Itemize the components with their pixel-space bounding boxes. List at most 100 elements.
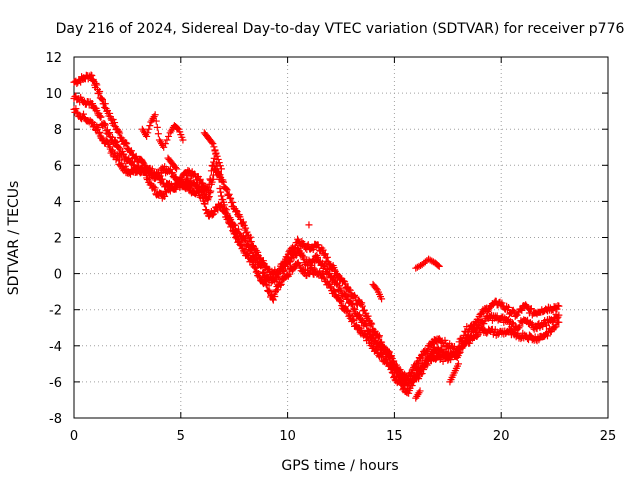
data-point (179, 136, 187, 144)
data-point (243, 228, 251, 236)
data-point (106, 129, 114, 137)
data-point (220, 178, 228, 186)
y-tick-label: 6 (54, 159, 62, 174)
data-point (262, 277, 270, 285)
data-point (96, 112, 104, 120)
data-point (196, 175, 204, 183)
data-point (555, 311, 563, 319)
data-point (415, 262, 423, 270)
data-point (348, 300, 356, 308)
data-point (173, 165, 181, 173)
data-point (127, 147, 135, 155)
data-point (98, 95, 106, 103)
data-point (94, 123, 102, 131)
axes (73, 56, 609, 419)
data-point (101, 121, 109, 129)
data-point (325, 260, 333, 268)
grid (74, 57, 608, 418)
data-point (125, 169, 133, 177)
data-point (234, 225, 242, 233)
data-point (209, 140, 217, 148)
data-point (400, 382, 408, 390)
tick-labels: 0 5 10 15 20 25 -8 -6 -4 -2 0 2 4 6 8 10 12 (45, 51, 616, 444)
data-point (212, 149, 220, 157)
data-point (193, 187, 201, 195)
data-point (286, 270, 294, 278)
data-point (153, 123, 161, 131)
data-point (252, 264, 260, 272)
data-point (89, 100, 97, 108)
data-point (239, 218, 247, 226)
data-point (93, 122, 101, 130)
data-point (375, 333, 383, 341)
data-point (245, 234, 253, 242)
data-point (96, 128, 104, 136)
data-point (337, 285, 345, 293)
data-point (259, 268, 267, 276)
data-point (269, 296, 277, 304)
data-point (161, 163, 169, 171)
data-point (555, 318, 563, 326)
data-point (207, 176, 215, 184)
data-point (372, 284, 380, 292)
data-point (165, 132, 173, 140)
data-point (260, 269, 268, 277)
data-point (121, 138, 129, 146)
y-tick-label: -2 (49, 304, 62, 319)
data-point (454, 360, 462, 368)
data-point (368, 330, 376, 338)
data-point (231, 229, 239, 237)
data-point (314, 253, 322, 261)
data-point (163, 136, 171, 144)
data-point (271, 292, 279, 300)
data-point (106, 109, 114, 117)
data-point (257, 261, 265, 269)
x-tick-label: 0 (70, 429, 78, 444)
y-tick-label: 10 (45, 87, 62, 102)
data-point (161, 192, 169, 200)
data-point (143, 132, 151, 140)
data-point (242, 224, 250, 232)
data-point (217, 202, 225, 210)
data-point (364, 312, 372, 320)
data-point (73, 108, 81, 116)
data-point (229, 198, 237, 206)
data-point (146, 122, 154, 130)
x-tick-label: 10 (279, 429, 296, 444)
data-point (378, 295, 386, 303)
data-point (286, 258, 294, 266)
data-point (223, 186, 231, 194)
data-point (418, 370, 426, 378)
data-point (280, 266, 288, 274)
data-point (555, 302, 563, 310)
data-point (393, 373, 401, 381)
data-point (125, 154, 133, 162)
data-point (323, 253, 331, 261)
data-point (205, 193, 213, 201)
data-point (232, 207, 240, 215)
data-point (213, 152, 221, 160)
data-point (232, 234, 240, 242)
data-point (319, 270, 327, 278)
data-point (247, 233, 255, 241)
data-point (298, 251, 306, 259)
data-point (200, 199, 208, 207)
data-point (299, 254, 307, 262)
y-tick-label: -8 (49, 412, 62, 427)
data-point (370, 332, 378, 340)
data-point (228, 222, 236, 230)
data-point (132, 152, 140, 160)
data-point (89, 76, 97, 84)
data-point (79, 110, 87, 118)
data-point (358, 299, 366, 307)
data-point (517, 306, 525, 314)
data-point (220, 207, 228, 215)
x-tick-label: 15 (386, 429, 403, 444)
data-point (373, 346, 381, 354)
data-point (144, 129, 152, 137)
data-point (330, 286, 338, 294)
data-point (434, 261, 442, 269)
data-point (215, 175, 223, 183)
data-point (214, 168, 222, 176)
